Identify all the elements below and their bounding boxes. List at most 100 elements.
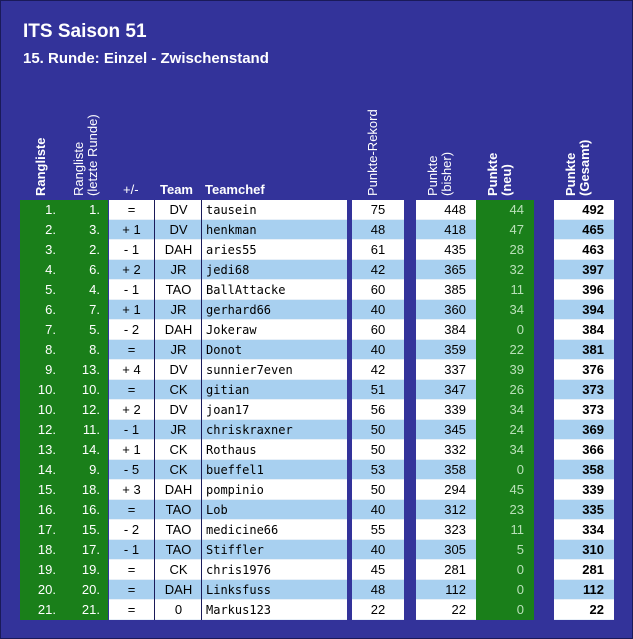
bisher-cell: 22 <box>416 600 476 620</box>
last-rank-cell: 8. <box>64 340 108 360</box>
neu-cell: 44 <box>476 200 534 220</box>
header-bisher: Punkte (bisher) <box>425 96 454 196</box>
rekord-cell: 48 <box>352 220 404 240</box>
table-row: 7. 5. - 2 DAH Jokeraw 60 384 0 384 <box>1 320 633 340</box>
bisher-cell: 384 <box>416 320 476 340</box>
neu-cell: 11 <box>476 520 534 540</box>
rank-cell: 14. <box>20 460 64 480</box>
table-row: 18. 17. - 1 TAO Stiffler 40 305 5 310 <box>1 540 633 560</box>
last-rank-cell: 9. <box>64 460 108 480</box>
table-row: 8. 8. = JR Donot 40 359 22 381 <box>1 340 633 360</box>
team-cell: DV <box>155 400 202 420</box>
team-cell: DAH <box>155 240 202 260</box>
teamchef-cell: bueffel1 <box>202 460 347 480</box>
last-rank-cell: 15. <box>64 520 108 540</box>
teamchef-cell: chriskraxner <box>202 420 347 440</box>
last-rank-cell: 1. <box>64 200 108 220</box>
gesamt-cell: 310 <box>554 540 614 560</box>
page-title: ITS Saison 51 <box>23 21 147 42</box>
teamchef-cell: tausein <box>202 200 347 220</box>
rank-cell: 17. <box>20 520 64 540</box>
table-row: 21. 21. = 0 Markus123 22 22 0 22 <box>1 600 633 620</box>
rekord-cell: 40 <box>352 300 404 320</box>
table-row: 1. 1. = DV tausein 75 448 44 492 <box>1 200 633 220</box>
team-cell: TAO <box>155 520 202 540</box>
rekord-cell: 60 <box>352 280 404 300</box>
gesamt-cell: 22 <box>554 600 614 620</box>
diff-cell: = <box>109 600 154 620</box>
table-row: 16. 16. = TAO Lob 40 312 23 335 <box>1 500 633 520</box>
team-cell: JR <box>155 340 202 360</box>
bisher-cell: 448 <box>416 200 476 220</box>
team-cell: TAO <box>155 280 202 300</box>
header-neu-line2: (neu) <box>499 164 514 196</box>
diff-cell: - 2 <box>109 520 154 540</box>
rank-cell: 5. <box>20 280 64 300</box>
teamchef-cell: Lob <box>202 500 347 520</box>
gesamt-cell: 381 <box>554 340 614 360</box>
table-row: 14. 9. - 5 CK bueffel1 53 358 0 358 <box>1 460 633 480</box>
teamchef-cell: Donot <box>202 340 347 360</box>
diff-cell: + 2 <box>109 400 154 420</box>
last-rank-cell: 19. <box>64 560 108 580</box>
teamchef-cell: medicine66 <box>202 520 347 540</box>
team-cell: CK <box>155 440 202 460</box>
neu-cell: 5 <box>476 540 534 560</box>
bisher-cell: 339 <box>416 400 476 420</box>
table-row: 10. 10. = CK gitian 51 347 26 373 <box>1 380 633 400</box>
last-rank-cell: 10. <box>64 380 108 400</box>
rekord-cell: 50 <box>352 440 404 460</box>
bisher-cell: 332 <box>416 440 476 460</box>
diff-cell: + 4 <box>109 360 154 380</box>
gesamt-cell: 394 <box>554 300 614 320</box>
table-row: 5. 4. - 1 TAO BallAttacke 60 385 11 396 <box>1 280 633 300</box>
last-rank-cell: 5. <box>64 320 108 340</box>
table-row: 13. 14. + 1 CK Rothaus 50 332 34 366 <box>1 440 633 460</box>
gesamt-cell: 358 <box>554 460 614 480</box>
bisher-cell: 365 <box>416 260 476 280</box>
neu-cell: 39 <box>476 360 534 380</box>
teamchef-cell: BallAttacke <box>202 280 347 300</box>
rank-cell: 20. <box>20 580 64 600</box>
diff-cell: = <box>109 200 154 220</box>
header-rangliste-letzte: Rangliste (letzte Runde) <box>71 96 100 196</box>
teamchef-cell: gitian <box>202 380 347 400</box>
table-row: 19. 19. = CK chris1976 45 281 0 281 <box>1 560 633 580</box>
bisher-cell: 281 <box>416 560 476 580</box>
neu-cell: 22 <box>476 340 534 360</box>
header-rangliste-letzte-line1: Rangliste <box>71 141 86 196</box>
last-rank-cell: 11. <box>64 420 108 440</box>
header-bisher-line1: Punkte <box>425 155 440 196</box>
header-neu-line1: Punkte <box>485 152 500 196</box>
rank-cell: 4. <box>20 260 64 280</box>
neu-cell: 24 <box>476 420 534 440</box>
gesamt-cell: 366 <box>554 440 614 460</box>
rank-cell: 15. <box>20 480 64 500</box>
neu-cell: 0 <box>476 600 534 620</box>
gesamt-cell: 396 <box>554 280 614 300</box>
bisher-cell: 337 <box>416 360 476 380</box>
neu-cell: 11 <box>476 280 534 300</box>
gesamt-cell: 465 <box>554 220 614 240</box>
gesamt-cell: 369 <box>554 420 614 440</box>
team-cell: CK <box>155 460 202 480</box>
rank-cell: 12. <box>20 420 64 440</box>
rank-cell: 2. <box>20 220 64 240</box>
table-row: 6. 7. + 1 JR gerhard66 40 360 34 394 <box>1 300 633 320</box>
bisher-cell: 312 <box>416 500 476 520</box>
bisher-cell: 345 <box>416 420 476 440</box>
diff-cell: = <box>109 560 154 580</box>
header-bisher-line2: (bisher) <box>439 151 454 196</box>
gesamt-cell: 373 <box>554 400 614 420</box>
neu-cell: 45 <box>476 480 534 500</box>
bisher-cell: 294 <box>416 480 476 500</box>
table-row: 10. 12. + 2 DV joan17 56 339 34 373 <box>1 400 633 420</box>
team-cell: DV <box>155 220 202 240</box>
last-rank-cell: 12. <box>64 400 108 420</box>
rank-cell: 21. <box>20 600 64 620</box>
header-gesamt: Punkte (Gesamt) <box>563 96 592 196</box>
teamchef-cell: joan17 <box>202 400 347 420</box>
bisher-cell: 418 <box>416 220 476 240</box>
teamchef-cell: sunnier7even <box>202 360 347 380</box>
diff-cell: + 1 <box>109 440 154 460</box>
